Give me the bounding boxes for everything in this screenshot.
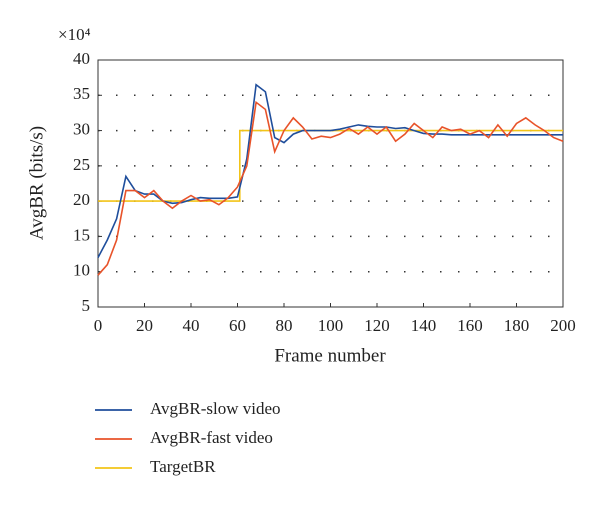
legend-label: AvgBR-slow video (150, 399, 281, 418)
y-tick-label: 5 (82, 296, 91, 315)
x-tick-label: 180 (504, 316, 530, 335)
series-line (97, 83, 563, 258)
x-tick-label: 100 (318, 316, 344, 335)
x-axis-title: Frame number (274, 345, 386, 366)
x-tick-label: 160 (457, 316, 483, 335)
y-tick-label: 40 (73, 49, 90, 68)
x-tick-label: 40 (183, 316, 200, 335)
x-tick-label: 200 (550, 316, 576, 335)
x-tick-label: 140 (411, 316, 437, 335)
y-tick-label: 20 (73, 190, 90, 209)
y-tick-label: 35 (73, 84, 90, 103)
x-tick-label: 0 (94, 316, 103, 335)
series-line (98, 129, 563, 202)
y-tick-label: 10 (73, 261, 90, 280)
y-tick-label: 15 (73, 225, 90, 244)
legend-label: TargetBR (150, 457, 216, 476)
x-tick-label: 60 (229, 316, 246, 335)
x-tick-label: 120 (364, 316, 390, 335)
y-axis-title: AvgBR (bits/s) (26, 126, 47, 240)
y-tick-label: 25 (73, 155, 90, 174)
x-tick-label: 80 (276, 316, 293, 335)
series-line (97, 100, 564, 276)
y-tick-label: 30 (73, 119, 90, 138)
x-tick-label: 20 (136, 316, 153, 335)
legend-label: AvgBR-fast video (150, 428, 273, 447)
y-scale-label: ×10⁴ (58, 25, 91, 44)
plot-frame (97, 59, 564, 308)
